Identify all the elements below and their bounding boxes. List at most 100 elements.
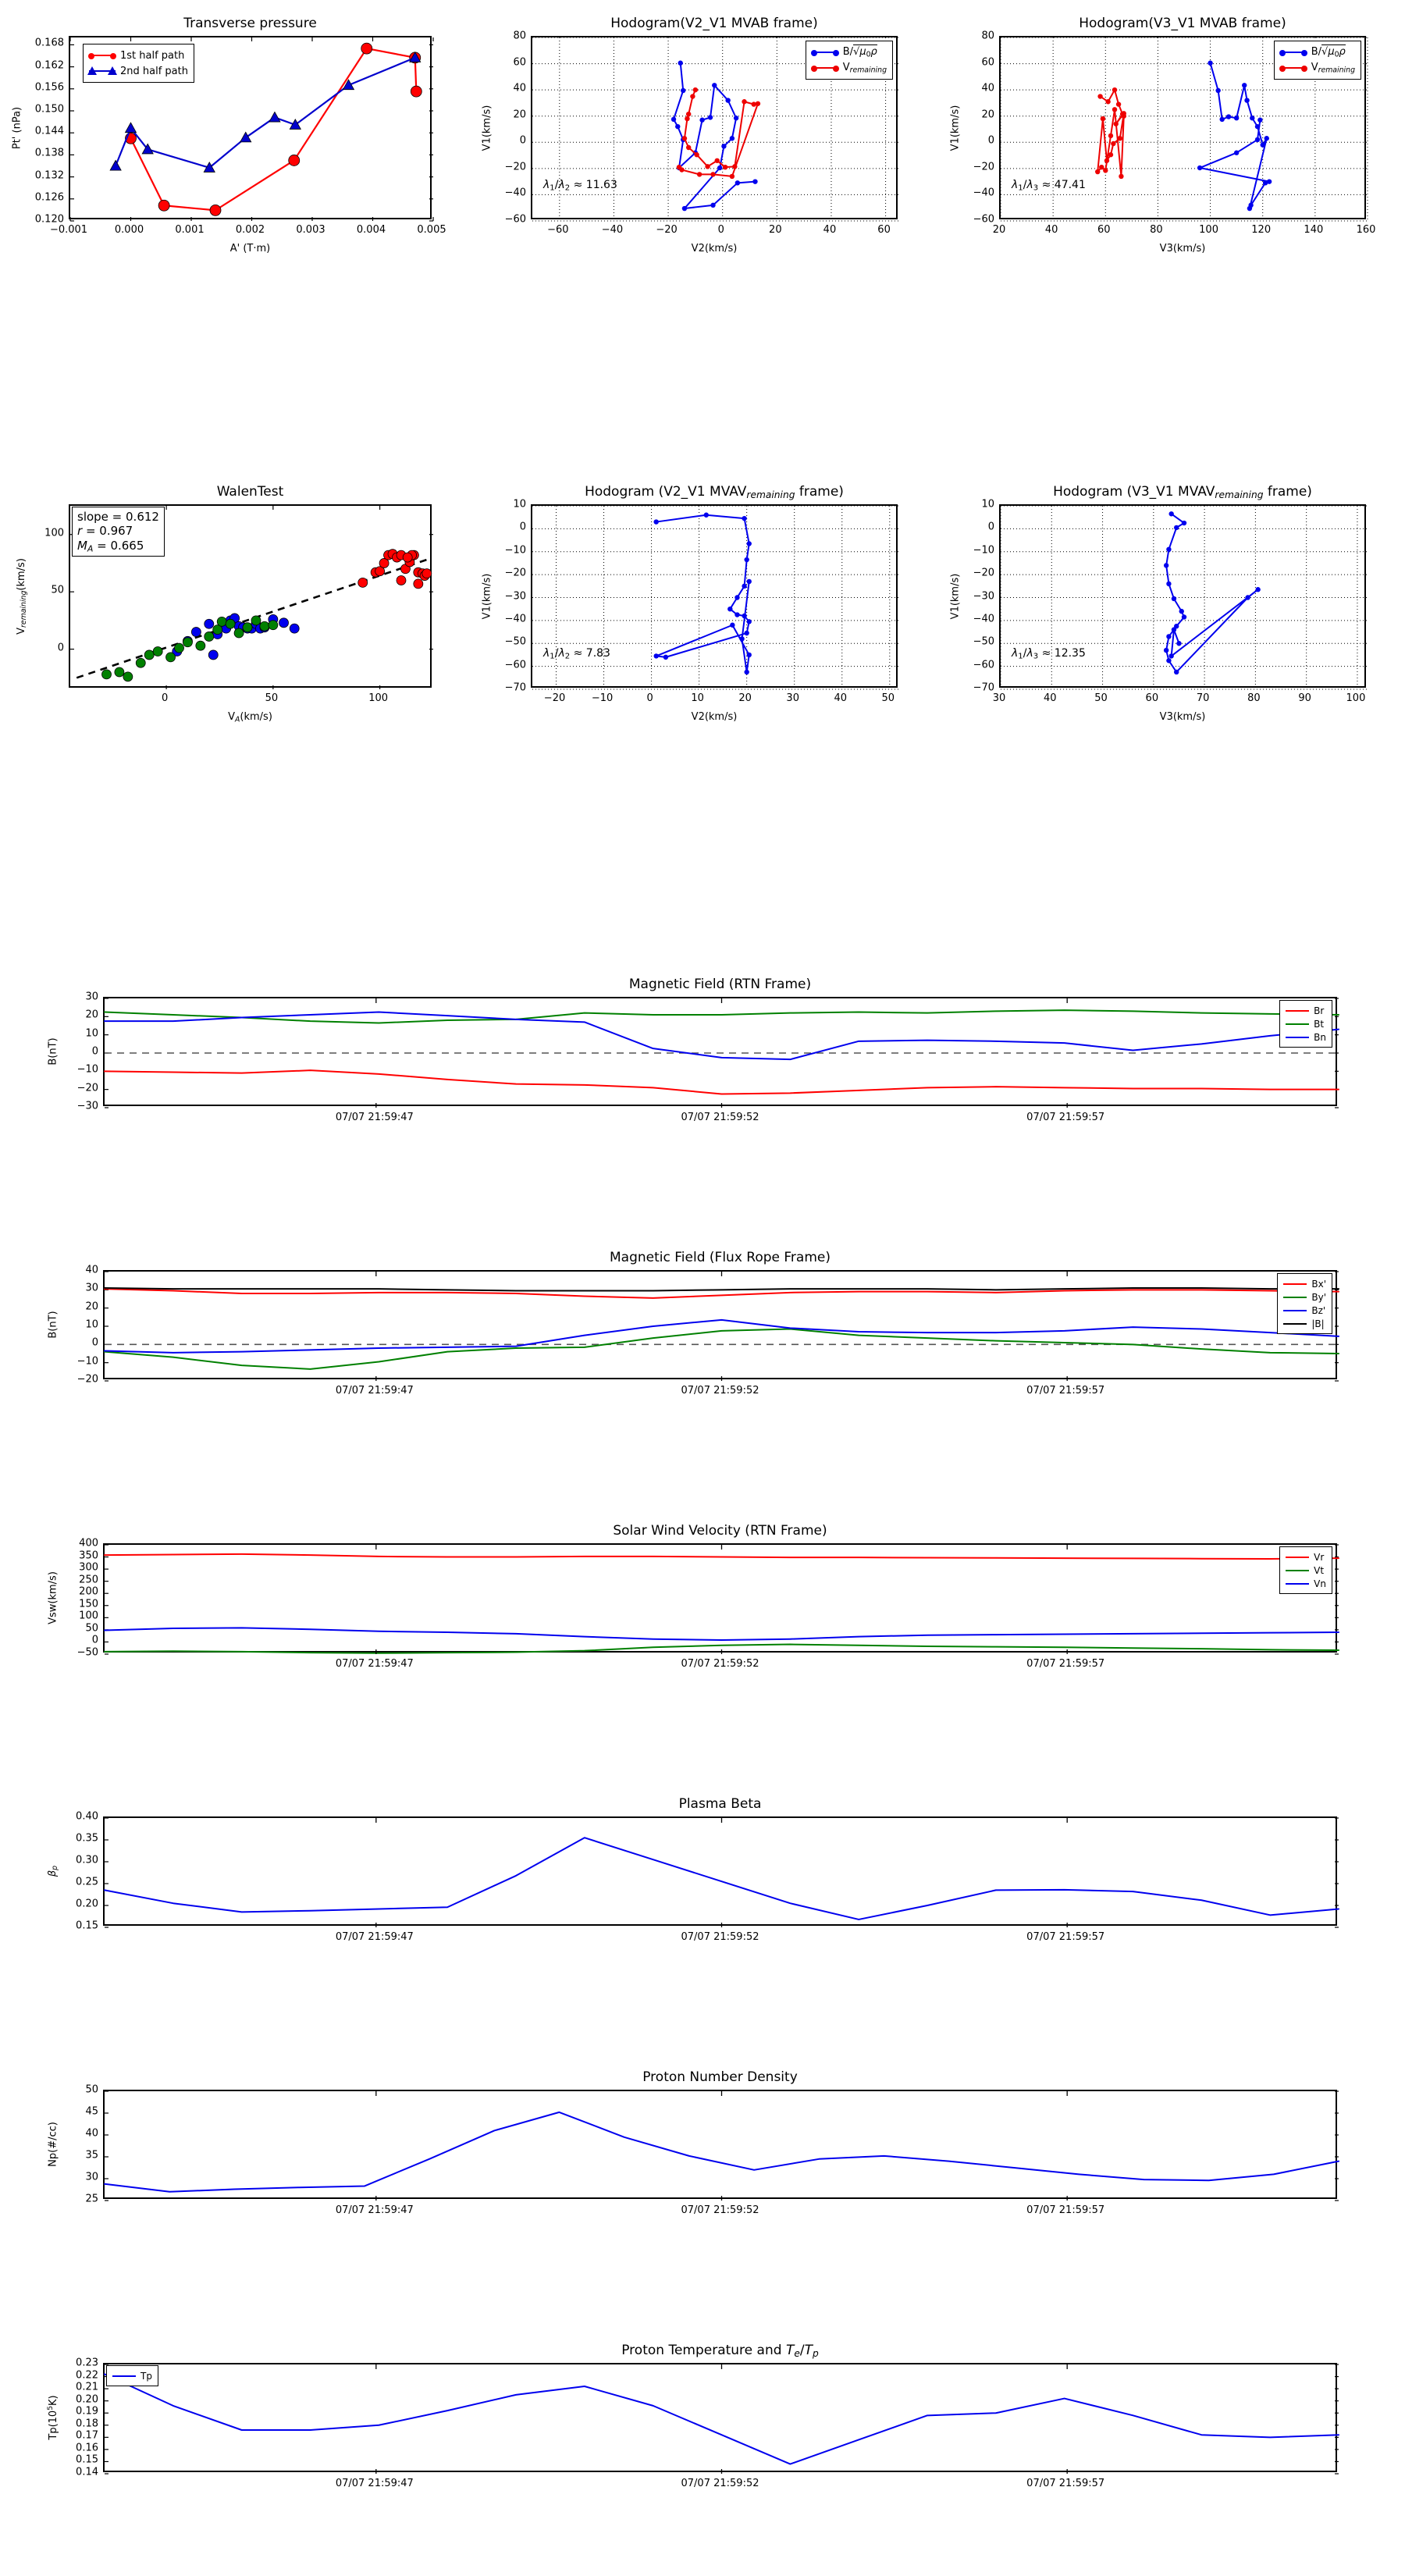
panel-b_fr: Magnetic Field (Flux Rope Frame) −20 −10 0 1… [47, 1245, 1346, 1411]
tp-time-tick: 07/07 21:59:52 [681, 2478, 759, 2489]
hodo_v3v1_mvab-xtick: 80 [1150, 224, 1163, 236]
np-ytick: 35 [85, 2149, 98, 2161]
legend-entry: B/√μ0ρ [1279, 44, 1355, 60]
legend-entry: 2nd half path [87, 63, 188, 79]
walen-title: WalenTest [216, 484, 284, 500]
legend-label: Vt [1314, 1564, 1325, 1576]
hodo_v2v1_mvav-canvas [532, 505, 899, 690]
legend-swatch [1283, 1322, 1307, 1325]
hodo_v2v1_mvab-ytick: −40 [504, 187, 526, 199]
beta-time-tick: 07/07 21:59:52 [681, 1931, 759, 1943]
hodo_v2v1_mvab-ylabel: V1(km/s) [481, 105, 493, 151]
b_fr-ytick: −10 [76, 1355, 98, 1368]
transverse-pressure-xtick: 0.004 [356, 224, 386, 236]
legend-triangle [108, 66, 117, 75]
np-ylabel: Np(#/cc) [47, 2122, 59, 2167]
hodo_v2v1_mvab-ytick: 40 [513, 82, 526, 94]
tp-ytick: 0.15 [76, 2453, 98, 2466]
vsw-ytick: 200 [79, 1585, 98, 1598]
hodo_v3v1_mvav-ytick: −50 [973, 635, 994, 648]
panel-beta: Plasma Beta 0.15 0.20 0.25 0.30 0.35 0.40 βp 07/… [47, 1791, 1346, 1957]
b_fr-time-tick: 07/07 21:59:52 [681, 1385, 759, 1397]
np-series-Np [104, 2111, 1339, 2193]
vsw-title: Solar Wind Velocity (RTN Frame) [613, 1523, 827, 1539]
vsw-ytick: 50 [85, 1622, 98, 1635]
vsw-time-tick: 07/07 21:59:52 [681, 1658, 759, 1670]
legend-swatch [1279, 66, 1307, 72]
legend-entry: Vt [1286, 1564, 1326, 1577]
b_fr-ytick: 30 [85, 1282, 98, 1294]
walen-stats-box: slope = 0.612 r = 0.967 MA = 0.665 [72, 507, 165, 557]
transverse-pressure-ylabel: Pt' (nPa) [11, 106, 23, 149]
hodo_v3v1_mvab-ytick: −60 [973, 213, 994, 226]
hodo_v2v1_mvab-legend[interactable]: B/√μ0ρ Vremaining [805, 41, 893, 80]
hodo_v3v1_mvab-xtick: 60 [1097, 224, 1111, 236]
hodo_v2v1_mvav-xtick: 40 [834, 692, 848, 704]
beta-title: Plasma Beta [678, 1796, 762, 1812]
hodo_v3v1_mvab-legend[interactable]: B/√μ0ρ Vremaining [1273, 41, 1361, 80]
walen-ytick: 0 [57, 642, 64, 654]
legend-entry: Tp [112, 2369, 152, 2382]
legend-swatch [1286, 1023, 1310, 1025]
b_fr-legend[interactable]: Bx' By' Bz' |B| [1277, 1273, 1332, 1334]
vsw-legend[interactable]: Vr Vt Vn [1279, 1546, 1332, 1594]
hodo_v3v1_mvav-ytick: −40 [973, 613, 994, 625]
hodo_v2v1_mvav-ytick: −50 [504, 635, 526, 648]
b_fr-time-tick: 07/07 21:59:47 [335, 1385, 414, 1397]
hodo_v2v1_mvav-ytick: 0 [519, 521, 526, 533]
hodo_v2v1_mvab-xtick: −60 [547, 224, 569, 236]
hodo_v2v1_mvav-xtick: −20 [543, 692, 566, 704]
legend-label: Vremaining [1311, 61, 1355, 75]
tp-time-tick: 07/07 21:59:57 [1026, 2478, 1105, 2489]
hodo_v3v1_mvav-ytick: −30 [973, 590, 994, 602]
hodo_v3v1_mvab-xtick: 40 [1044, 224, 1058, 236]
tp-legend[interactable]: Tp [106, 2365, 158, 2386]
hodo_v3v1_mvav-xtick: 90 [1298, 692, 1311, 704]
vsw-ytick: 150 [79, 1598, 98, 1610]
legend-entry: Bx' [1283, 1277, 1326, 1290]
legend-label: 2nd half path [120, 65, 188, 77]
vsw-time-tick: 07/07 21:59:47 [335, 1658, 414, 1670]
legend-swatch [1286, 1036, 1310, 1038]
hodo_v2v1_mvav-ytick: 10 [513, 498, 526, 511]
b_rtn-legend[interactable]: Br Bt Bn [1279, 1000, 1332, 1048]
b_rtn-plot-area [103, 997, 1339, 1108]
hodo_v3v1_mvav-xtick: 60 [1145, 692, 1159, 704]
b_fr-canvas [104, 1271, 1339, 1382]
b_fr-title: Magnetic Field (Flux Rope Frame) [610, 1250, 831, 1265]
legend-entry: |B| [1283, 1317, 1326, 1330]
hodo_v3v1_mvav-ytick: 10 [981, 498, 994, 511]
beta-ytick: 0.25 [76, 1876, 98, 1888]
hodo_v3v1_mvav-eigen-annotation: λ1/λ3 ≈ 12.35 [1012, 647, 1086, 661]
b_rtn-ytick: −20 [76, 1082, 98, 1094]
walen-ytick: 100 [44, 527, 64, 539]
legend-label: B/√μ0ρ [842, 44, 877, 59]
hodo_v2v1_mvav-xtick: 50 [881, 692, 895, 704]
hodo_v2v1_mvav-ytick: −30 [504, 590, 526, 602]
transverse-pressure-ytick: 0.162 [34, 59, 64, 72]
legend-entry: Bn [1286, 1030, 1326, 1044]
b_fr-ytick: 0 [91, 1336, 98, 1349]
tp-ytick: 0.16 [76, 2442, 98, 2454]
walen-xtick: 50 [265, 692, 279, 704]
hodo_v2v1_mvav-ytick: −60 [504, 659, 526, 671]
legend-swatch [1283, 1309, 1307, 1311]
b_rtn-canvas [104, 998, 1339, 1108]
hodo_v2v1_mvab-eigen-annotation: λ1/λ2 ≈ 11.63 [543, 179, 617, 193]
transverse-pressure-ytick: 0.168 [34, 37, 64, 49]
hodo_v3v1_mvab-xtick: 120 [1251, 224, 1272, 236]
b_rtn-ytick: 30 [85, 991, 98, 1003]
hodo_v2v1_mvab-ytick: 0 [519, 134, 526, 147]
panel-transverse-pressure: Transverse pressure −0.001 0.000 0.001 0.002… [8, 9, 446, 266]
hodo_v2v1_mvav-title: Hodogram (V2_V1 MVAVremaining frame) [585, 484, 844, 501]
vsw-ylabel: Vsw(km/s) [47, 1571, 59, 1624]
transverse-pressure-ytick: 0.132 [34, 169, 64, 182]
hodo_v3v1_mvab-eigen-annotation: λ1/λ3 ≈ 47.41 [1012, 179, 1086, 193]
b_rtn-ylabel: B(nT) [47, 1037, 59, 1066]
beta-plot-area [103, 1816, 1339, 1928]
legend-swatch [87, 66, 117, 75]
hodo_v3v1_mvav-ylabel: V1(km/s) [949, 573, 962, 619]
hodo_v3v1_mvab-ytick: 80 [981, 30, 994, 42]
transverse-pressure-legend[interactable]: 1st half path 2nd half path [83, 44, 194, 83]
hodo_v3v1_mvav-ytick: −20 [973, 567, 994, 579]
